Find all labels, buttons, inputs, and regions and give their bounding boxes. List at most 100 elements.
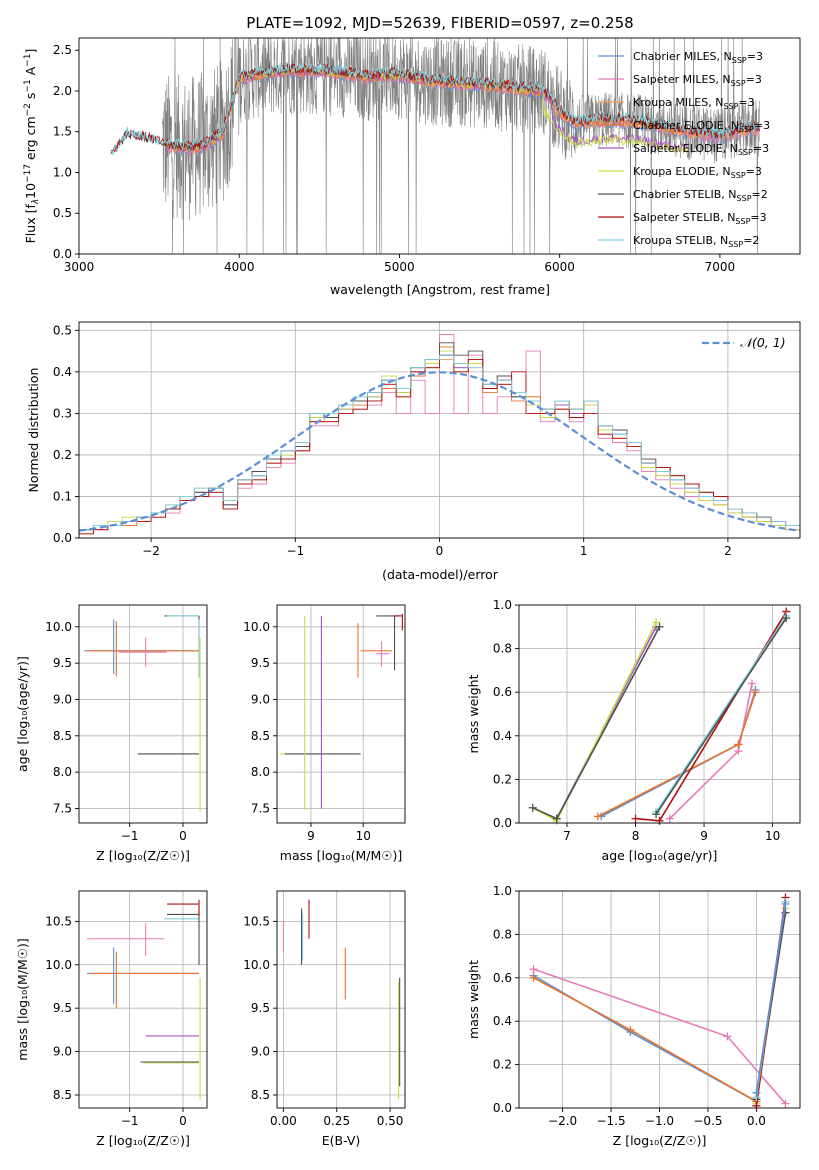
spectrum-legend-label: Salpeter ELODIE, NSSP=3 xyxy=(633,142,769,157)
panel-frame xyxy=(78,604,208,824)
weight-point-marker xyxy=(781,900,790,909)
x-tick-label: 10 xyxy=(765,829,780,843)
residuals-x-tick-label: −2 xyxy=(142,544,160,558)
weight-point-marker xyxy=(781,1099,790,1108)
spectrum-legend-label: Salpeter MILES, NSSP=3 xyxy=(633,73,762,88)
y-tick-label: 7.5 xyxy=(251,801,270,815)
y-tick-label: 0.2 xyxy=(493,772,512,786)
mass-vs-metallicity-panel: −1 0 8.5 9.0 9.5 10.0 10.5 Z [log₁₀(Z/Z☉)] mass … xyxy=(15,890,208,1148)
weight-point-marker xyxy=(723,1032,732,1041)
panel-grid xyxy=(277,605,405,823)
weight-point-marker xyxy=(652,810,661,819)
weight-point-marker xyxy=(751,688,760,697)
weight-point-marker xyxy=(782,614,791,623)
x-tick-label: 7 xyxy=(563,829,571,843)
residuals-x-label: (data-model)/error xyxy=(382,567,499,582)
panel-grid xyxy=(79,891,207,1108)
y-tick-label: 9.0 xyxy=(251,692,270,706)
spectrum-legend-label: Chabrier STELIB, NSSP=2 xyxy=(633,188,768,203)
age-vs-mass-panel: 9 10 7.5 8.0 8.5 9.0 9.5 10.0 mass [log₁₀(M/M☉)] xyxy=(243,604,406,863)
y-tick-label: 7.5 xyxy=(53,801,72,815)
panel-frame xyxy=(276,604,406,824)
spectrum-x-tick-label: 4000 xyxy=(224,260,255,274)
residuals-y-tick-label: 0.2 xyxy=(53,448,72,462)
panel-frame xyxy=(518,604,801,824)
weight-point-marker xyxy=(665,814,674,823)
residuals-y-tick-label: 0.0 xyxy=(53,531,72,545)
spectrum-y-tick-label: 2.0 xyxy=(53,84,72,98)
x-tick-label: −1 xyxy=(121,829,139,843)
y-tick-label: 10.0 xyxy=(243,620,270,634)
y-tick-label: 0.0 xyxy=(493,816,512,830)
y-tick-label: 9.0 xyxy=(251,1045,270,1059)
y-tick-label: 8.5 xyxy=(251,729,270,743)
x-axis-label: mass [log₁₀(M/M☉)] xyxy=(280,848,402,863)
residuals-y-tick-label: 0.5 xyxy=(53,323,72,337)
y-axis-label: mass [log₁₀(M/M☉)] xyxy=(15,938,30,1060)
spectrum-y-tick-label: 2.5 xyxy=(53,43,72,57)
x-tick-label: −1 xyxy=(121,1114,139,1128)
residuals-y-tick-label: 0.4 xyxy=(53,365,72,379)
x-tick-label: −0.5 xyxy=(693,1114,722,1128)
panel-grid xyxy=(519,604,800,824)
panel-frame xyxy=(276,890,406,1109)
x-axis-label: age [log₁₀(age/yr)] xyxy=(602,848,718,863)
residuals-x-tick-label: −1 xyxy=(286,544,304,558)
weight-point-marker xyxy=(626,1025,635,1034)
gaussian-legend-label: 𝒩(0, 1) xyxy=(740,335,786,350)
x-tick-label: 0 xyxy=(179,1114,187,1128)
residuals-x-tick-label: 0 xyxy=(436,544,444,558)
weight-point-marker xyxy=(529,965,538,974)
residuals-x-tick-label: 2 xyxy=(724,544,732,558)
y-tick-label: 8.5 xyxy=(53,729,72,743)
spectrum-legend-label: Kroupa STELIB, NSSP=2 xyxy=(633,234,759,249)
age-vs-metallicity-panel: −1 0 7.5 8.0 8.5 9.0 9.5 10.0 Z [log₁₀(Z/Z☉)] age… xyxy=(15,604,208,863)
y-tick-label: 0.8 xyxy=(493,642,512,656)
y-tick-label: 9.5 xyxy=(251,1001,270,1015)
panel-grid xyxy=(79,605,207,823)
mass-vs-extinction-panel: 0.00 0.25 0.50 8.5 9.0 9.5 10.0 10.5 E(B-V) xyxy=(243,890,406,1148)
y-tick-label: 9.0 xyxy=(53,1045,72,1059)
x-tick-label: 0.50 xyxy=(377,1114,404,1128)
weight-point-marker xyxy=(528,803,537,812)
x-tick-label: 0 xyxy=(179,829,187,843)
y-tick-label: 10.0 xyxy=(45,958,72,972)
x-tick-label: 10 xyxy=(356,829,371,843)
y-tick-label: 0.0 xyxy=(493,1101,512,1115)
spectrum-x-tick-label: 7000 xyxy=(705,260,736,274)
weight-point-marker xyxy=(748,679,757,688)
weight-line xyxy=(655,617,787,815)
weight-vs-metallicity-panel: −2.0 −1.5 −1.0 −0.5 0.0 0.0 0.2 0.4 0.6 0.8 1.0 Z [… xyxy=(466,884,801,1148)
spectrum-y-tick-label: 1.5 xyxy=(53,125,72,139)
y-tick-label: 8.5 xyxy=(53,1088,72,1102)
y-axis-label: age [log₁₀(age/yr)] xyxy=(15,656,30,772)
y-axis-label: mass weight xyxy=(466,960,481,1039)
panel-grid xyxy=(277,891,405,1108)
x-axis-label: E(B-V) xyxy=(322,1133,361,1148)
y-tick-label: 1.0 xyxy=(493,598,512,612)
x-axis-label: Z [log₁₀(Z/Z☉)] xyxy=(96,1133,190,1148)
y-tick-label: 9.0 xyxy=(53,692,72,706)
weight-line xyxy=(597,691,757,818)
weight-point-marker xyxy=(734,740,743,749)
spectrum-frame xyxy=(78,37,801,255)
y-tick-label: 1.0 xyxy=(493,884,512,898)
panel-frame xyxy=(78,890,208,1109)
weight-point-marker xyxy=(652,618,661,627)
weight-point-marker xyxy=(655,816,664,825)
spectrum-ticks: 3000 4000 5000 6000 7000 0.0 0.5 1.0 1.5 2.0 2.5 xyxy=(53,43,735,274)
spectrum-y-label: Flux [fλ10−17 erg cm−2 s−1 A−1] xyxy=(23,49,41,244)
y-tick-label: 0.8 xyxy=(493,927,512,941)
y-tick-label: 0.2 xyxy=(493,1058,512,1072)
weight-vs-age-panel: 7 8 9 10 0.0 0.2 0.4 0.6 0.8 1.0 age [log₁₀(age/yr… xyxy=(466,598,801,863)
y-tick-label: 0.6 xyxy=(493,685,512,699)
spectrum-legend: Chabrier MILES, NSSP=3 Salpeter MILES, NS… xyxy=(598,50,770,249)
x-axis-label: Z [log₁₀(Z/Z☉)] xyxy=(613,1133,707,1148)
y-tick-label: 8.5 xyxy=(251,1088,270,1102)
x-tick-label: −2.0 xyxy=(548,1114,577,1128)
weight-point-marker xyxy=(631,814,640,823)
y-tick-label: 0.4 xyxy=(493,729,512,743)
y-tick-label: 0.4 xyxy=(493,1014,512,1028)
weight-point-marker xyxy=(752,1088,761,1097)
weight-point-marker xyxy=(552,814,561,823)
